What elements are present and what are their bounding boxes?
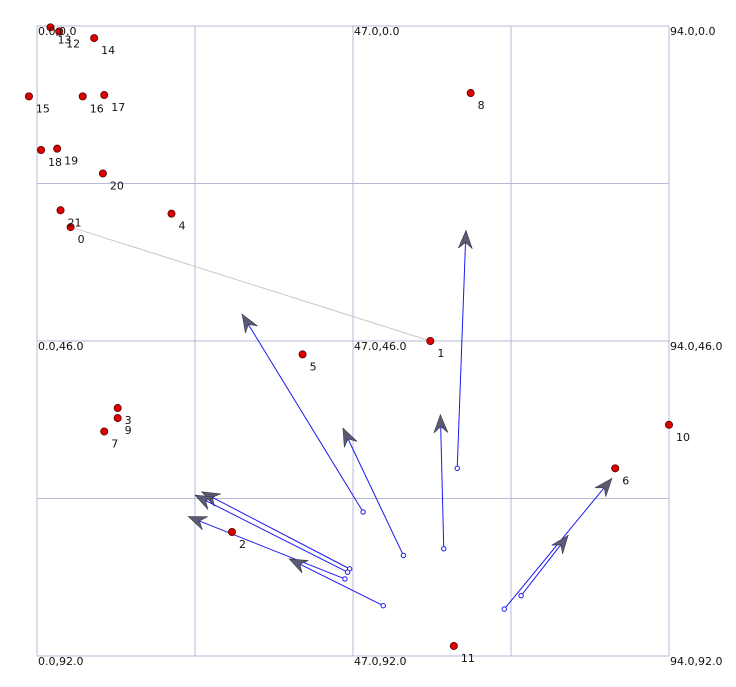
arrow-head — [187, 516, 208, 531]
point-label: 20 — [110, 179, 124, 192]
point-label: 4 — [178, 220, 185, 233]
corner-label: 0.0,46.0 — [38, 340, 83, 353]
point-label: 2 — [239, 538, 246, 551]
corner-label: 47.0,92.0 — [354, 655, 406, 668]
arrow-head — [241, 313, 258, 334]
data-point — [78, 92, 87, 101]
arrow-head — [342, 427, 358, 448]
point-label: 11 — [461, 652, 475, 665]
data-point — [100, 427, 109, 436]
data-point — [113, 414, 122, 423]
corner-label: 94.0,92.0 — [670, 655, 722, 668]
corner-label: 94.0,0.0 — [670, 25, 715, 38]
data-point — [98, 169, 107, 178]
point-label: 0 — [78, 233, 85, 246]
corner-label: 47.0,0.0 — [354, 25, 399, 38]
data-point — [66, 223, 75, 232]
vector-line — [241, 313, 364, 513]
data-point — [37, 145, 46, 154]
grid — [36, 25, 670, 657]
vector-line — [456, 230, 467, 469]
point-label: 13 — [57, 33, 71, 46]
arrow-head — [594, 477, 613, 497]
point-label: 14 — [101, 44, 115, 57]
point-label: 1 — [437, 347, 444, 360]
vector-line — [188, 516, 346, 580]
vector-origin — [518, 592, 524, 599]
arrow-head — [433, 413, 449, 434]
vector-line — [194, 494, 348, 573]
corner-label: 0.0,92.0 — [38, 655, 83, 668]
data-point — [100, 91, 109, 100]
point-label: 5 — [310, 360, 317, 373]
data-point — [56, 206, 65, 215]
vector-origin — [360, 509, 366, 515]
corner-labels: 0.0,0.0 47.0,0.0 94.0,0.0 0.0,46.0 47.0,46.0… — [38, 25, 722, 668]
point-label: 18 — [48, 156, 62, 169]
arrow-head — [194, 494, 215, 510]
data-point — [298, 350, 307, 359]
data-point — [426, 336, 435, 345]
point-label: 7 — [111, 437, 118, 450]
corner-label: 0.0,0.0 — [38, 25, 76, 38]
link-line — [70, 226, 431, 342]
vector-origin — [501, 606, 507, 612]
vector-origin — [454, 465, 460, 472]
vector-origin — [400, 552, 407, 559]
data-point — [113, 404, 122, 413]
data-point — [90, 34, 99, 43]
vector-line — [439, 414, 445, 549]
data-point — [55, 27, 64, 36]
corner-label: 94.0,46.0 — [670, 340, 722, 353]
vector-origin — [342, 576, 348, 582]
data-point — [24, 92, 33, 101]
point-label: 17 — [111, 101, 125, 114]
vector-origin — [441, 546, 447, 552]
corner-label: 47.0,46.0 — [354, 340, 406, 353]
data-point — [665, 420, 674, 429]
data-point — [167, 209, 176, 218]
point-label: 6 — [622, 474, 629, 487]
data-point — [611, 464, 620, 473]
point-label: 9 — [125, 424, 132, 437]
data-point — [466, 89, 475, 98]
point-label: 21 — [68, 216, 82, 229]
vector-origin — [380, 603, 386, 609]
arrow-head — [288, 558, 309, 574]
point-label: 19 — [64, 155, 78, 168]
arrow-head — [458, 229, 473, 249]
vector-line — [288, 558, 384, 607]
data-point — [53, 144, 62, 153]
point-label: 12 — [66, 37, 80, 50]
vector-line — [520, 535, 569, 596]
links — [70, 226, 431, 342]
vector-origin — [344, 569, 351, 575]
point-label: 3 — [125, 414, 132, 427]
point-label: 10 — [676, 431, 690, 444]
point-label: 8 — [478, 99, 485, 112]
data-point — [449, 641, 458, 650]
point-label: 15 — [36, 102, 50, 115]
arrow-head — [551, 534, 569, 554]
vector-line — [201, 491, 350, 570]
vectors — [187, 229, 613, 612]
data-point — [46, 23, 55, 32]
data-point — [227, 528, 236, 537]
point-label: 16 — [90, 102, 104, 115]
vector-line — [342, 427, 404, 556]
